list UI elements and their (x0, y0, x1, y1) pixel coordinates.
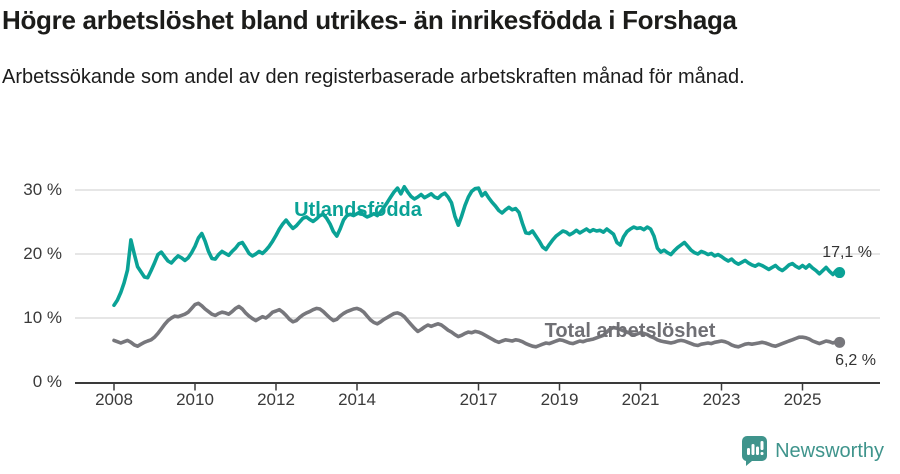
y-tick-0: 0 % (32, 372, 62, 391)
x-tick-2025: 2025 (783, 390, 822, 409)
line-series-0 (112, 185, 842, 308)
x-tick-2021: 2021 (621, 390, 660, 409)
x-tick-2023: 2023 (702, 390, 741, 409)
end-value-utlandsfodda: 17,1 % (822, 244, 872, 261)
line-series-1 (112, 301, 842, 349)
x-tick-2008: 2008 (95, 390, 133, 409)
y-tick-30: 30 % (23, 180, 62, 199)
series-label-total: Total arbetslöshet (544, 320, 716, 342)
end-dot-series-1 (834, 336, 846, 348)
x-tick-2010: 2010 (176, 390, 214, 409)
newsworthy-wordmark: Newsworthy (775, 439, 884, 462)
newsworthy-logo: Newsworthy (741, 435, 884, 467)
end-value-total: 6,2 % (835, 352, 876, 369)
chart-subtitle: Arbetssökande som andel av den registerb… (2, 66, 745, 88)
y-tick-20: 20 % (23, 244, 62, 263)
y-tick-10: 10 % (23, 308, 62, 327)
x-tick-2012: 2012 (257, 390, 295, 409)
newsworthy-bubble-icon (742, 436, 768, 466)
end-dot-series-0 (834, 267, 846, 279)
x-tick-2014: 2014 (338, 390, 376, 409)
series-label-utlandsfodda: Utlandsfödda (294, 199, 422, 221)
x-tick-2017: 2017 (459, 390, 498, 409)
chart-title: Högre arbetslöshet bland utrikes- än inr… (2, 5, 737, 35)
x-tick-2019: 2019 (540, 390, 579, 409)
